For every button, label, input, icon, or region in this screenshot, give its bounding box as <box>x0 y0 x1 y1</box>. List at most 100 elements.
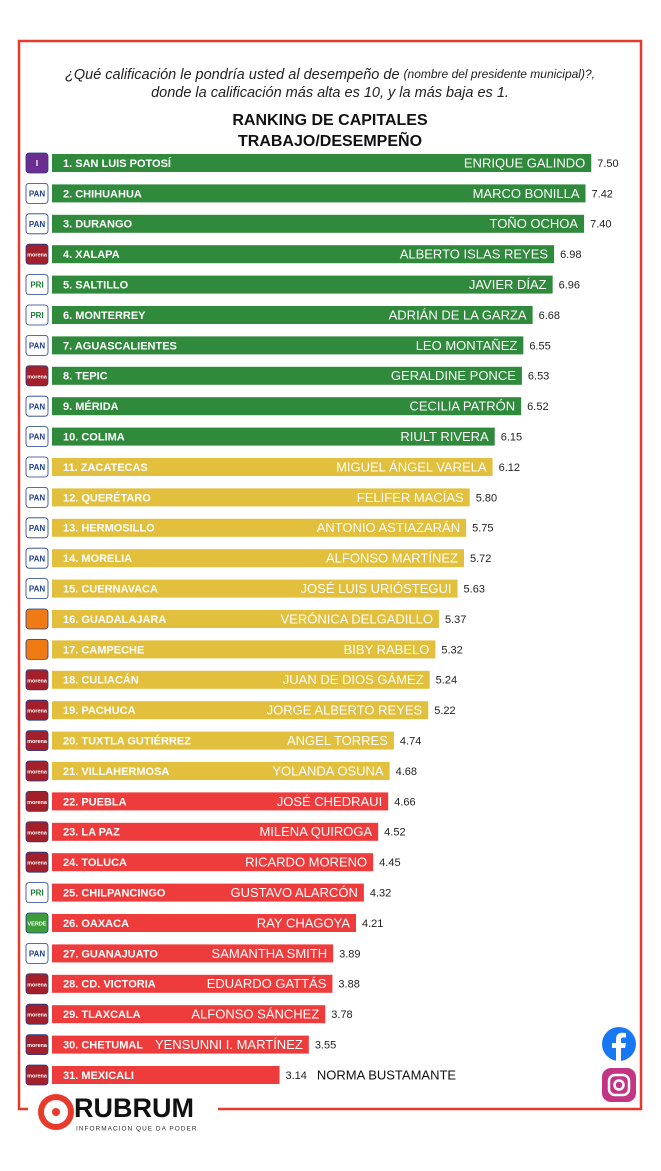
subtitle: RANKING DE CAPITALES <box>232 112 428 129</box>
bar <box>52 974 333 993</box>
party-badge <box>25 152 49 174</box>
bar <box>52 853 374 872</box>
mayor-name: ALFONSO MARTÍNEZ <box>326 551 458 566</box>
bar <box>52 214 585 233</box>
brand-tagline: INFORMACIÓN QUE DA PODER <box>76 1124 198 1133</box>
bar <box>52 883 364 902</box>
value-label: 6.12 <box>499 462 520 474</box>
mayor-name: YENSUNNI I. MARTÍNEZ <box>155 1037 303 1052</box>
city-label: 10. COLIMA <box>63 432 125 444</box>
party-badge-label: PRI <box>30 281 43 290</box>
bar <box>52 275 553 294</box>
party-badge <box>25 274 49 296</box>
party-badge <box>25 517 49 539</box>
bar <box>52 579 458 598</box>
party-badge-label: PAN <box>29 524 46 533</box>
frame <box>17 39 643 1111</box>
party-badge-label: PAN <box>29 342 46 351</box>
city-label: 4. XALAPA <box>63 249 120 261</box>
value-label: 4.68 <box>396 766 417 778</box>
bar <box>52 701 429 720</box>
party-badge <box>25 730 49 751</box>
party-badge <box>25 578 49 599</box>
bar <box>52 488 470 507</box>
value-label: 5.75 <box>472 523 493 535</box>
party-badge <box>25 182 49 204</box>
party-badge-label: morena <box>27 253 48 259</box>
mayor-name: ALBERTO ISLAS REYES <box>400 247 549 262</box>
mayor-name: CECILIA PATRÓN <box>409 399 515 414</box>
party-badge-label: morena <box>27 678 48 684</box>
city-label: 12. QUERÉTARO <box>63 491 151 504</box>
mayor-name: FELIFER MACÍAS <box>357 490 464 505</box>
value-label: 6.53 <box>528 371 549 383</box>
city-label: 3. DURANGO <box>63 219 133 231</box>
party-badge-label: morena <box>27 1043 48 1049</box>
party-badge <box>25 213 49 235</box>
city-label: 6. MONTERREY <box>63 310 146 322</box>
value-label: 3.55 <box>315 1040 336 1052</box>
instagram-glyph <box>607 1073 631 1097</box>
party-badge <box>25 1034 49 1055</box>
bar <box>52 366 522 385</box>
mayor-name: MARCO BONILLA <box>473 186 580 201</box>
bar <box>52 610 439 628</box>
mayor-name: EDUARDO GATTÁS <box>207 976 327 991</box>
city-label: 2. CHIHUAHUA <box>63 188 142 200</box>
city-label: 29. TLAXCALA <box>63 1009 141 1021</box>
city-label: 11. ZACATECAS <box>63 462 148 474</box>
value-label: 6.68 <box>539 310 560 322</box>
question-lead: ¿Qué calificación le pondría usted al de… <box>65 67 400 83</box>
party-badge <box>25 1064 49 1086</box>
bar <box>52 184 586 203</box>
brand: RUBRUM <box>74 1093 194 1123</box>
city-label: 30. CHETUMAL <box>63 1040 143 1052</box>
party-badge <box>25 365 49 387</box>
instagram-glyph <box>613 1079 625 1091</box>
bar <box>52 1035 309 1054</box>
mayor-name: JORGE ALBERTO REYES <box>267 703 423 718</box>
mayor-name: VERÓNICA DELGADILLO <box>281 611 433 626</box>
party-badge-label: PAN <box>29 402 46 411</box>
city-label: 27. GUANAJUATO <box>63 948 158 960</box>
bar <box>52 640 436 659</box>
city-label: 15. CUERNAVACA <box>63 584 158 596</box>
party-badge <box>25 608 49 630</box>
party-badge-label: morena <box>27 982 48 988</box>
party-badge <box>25 760 49 782</box>
bar <box>52 397 522 416</box>
party-badge-label: PRI <box>30 889 43 898</box>
party-badge <box>25 639 49 660</box>
mayor-name: JAVIER DÍAZ <box>469 277 547 292</box>
value-label: 4.32 <box>370 888 391 900</box>
party-badge-label: VERDE <box>28 921 47 927</box>
rows: I 1. SAN LUIS POTOSÍ 7.50 ENRIQUE GALINDO PA… <box>25 152 619 1086</box>
value-label: 3.14 <box>286 1070 307 1082</box>
question-line-1: ¿Qué calificación le pondría usted al de… <box>65 67 595 83</box>
party-badge-label: PAN <box>29 433 46 442</box>
bar <box>52 914 357 932</box>
value-label: 5.72 <box>470 553 491 565</box>
mayor-name: JUAN DE DIOS GÁMEZ <box>283 672 424 687</box>
value-label: 4.52 <box>384 827 405 839</box>
party-badge-label: PAN <box>29 494 46 503</box>
value-label: 5.22 <box>434 705 455 717</box>
mayor-name: MIGUEL ÁNGEL VARELA <box>336 459 487 474</box>
city-label: 1. SAN LUIS POTOSÍ <box>63 157 172 170</box>
city-label: 16. GUADALAJARA <box>63 614 166 626</box>
mayor-name: JOSÉ CHEDRAUI <box>277 794 382 809</box>
mayor-name: JOSÉ LUIS URIÓSTEGUI <box>301 581 452 596</box>
mayor-name: ANTONIO ASTIAZARÁN <box>317 520 461 535</box>
city-label: 31. MEXICALI <box>63 1070 134 1082</box>
value-label: 7.42 <box>592 188 613 200</box>
party-badge <box>25 334 49 356</box>
question-tail: donde la calificación más alta es 10, y … <box>151 85 509 101</box>
city-label: 7. AGUASCALIENTES <box>63 340 177 352</box>
party-badge-label: PRI <box>30 311 43 320</box>
city-label: 25. CHILPANCINGO <box>63 888 166 900</box>
value-label: 4.45 <box>379 857 400 869</box>
value-label: 6.55 <box>529 340 550 352</box>
bar <box>52 822 379 841</box>
party-badge <box>25 791 49 812</box>
party-badge <box>25 669 49 691</box>
